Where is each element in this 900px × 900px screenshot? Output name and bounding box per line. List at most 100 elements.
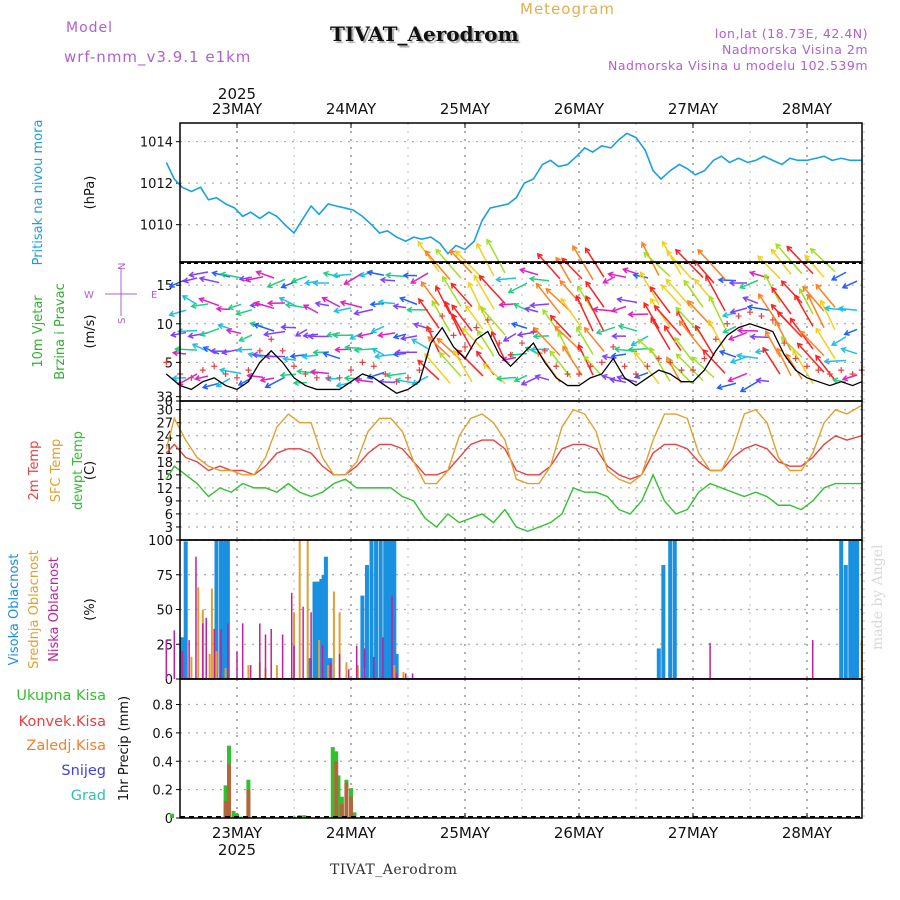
- high-cloud-bar: [317, 581, 322, 679]
- wind-arrow: [333, 273, 352, 277]
- wind-arrow-head: [735, 352, 743, 360]
- wind-arrow: [799, 330, 825, 357]
- wind-gust-marker: [188, 374, 195, 381]
- x-year-label-bottom: 2025: [218, 841, 256, 859]
- wind-arrow: [279, 297, 297, 307]
- compass-n-label: N: [117, 263, 128, 270]
- wind-arrow-head: [480, 306, 487, 313]
- wind-arrow: [195, 375, 209, 380]
- wind-arrow-head: [534, 374, 541, 381]
- wind-arrow-head: [424, 249, 431, 257]
- wind-arrow-head: [535, 282, 542, 289]
- wind-arrow-head: [694, 278, 700, 285]
- wind-arrow-head: [649, 346, 655, 353]
- wind-arrow: [608, 273, 627, 278]
- wind-arrow: [417, 360, 440, 381]
- wind-gust-marker: [439, 313, 446, 320]
- high-cloud-bar: [369, 540, 374, 679]
- wind-arrow: [603, 275, 616, 284]
- wind-arrow-head: [815, 327, 822, 334]
- wind-arrow-head: [266, 299, 274, 307]
- wind-arrow-head: [171, 349, 179, 357]
- wind-arrow-head: [841, 375, 849, 382]
- wind-arrow-head: [804, 254, 811, 261]
- low-cloud-bar: [181, 651, 184, 679]
- wind-gust-marker: [838, 367, 845, 374]
- wind-arrow: [747, 305, 770, 311]
- cloud-side-label-high: Visoka Oblacnost: [7, 554, 22, 666]
- wind-arrow: [691, 356, 715, 379]
- wind-arrow: [411, 338, 429, 350]
- wind-arrow-head: [227, 304, 234, 311]
- wind-arrow: [286, 303, 308, 309]
- wind-arrow: [295, 328, 308, 337]
- low-cloud-bar: [290, 592, 293, 679]
- wind-arrow-head: [728, 279, 735, 287]
- wind-arrow: [521, 376, 539, 386]
- wind-arrow: [743, 296, 759, 305]
- wind-arrow: [702, 349, 726, 374]
- wind-arrow-head: [674, 336, 680, 343]
- wind-arrow: [451, 314, 473, 350]
- mid-cloud-bar: [298, 540, 301, 679]
- wind-arrow-head: [830, 340, 838, 346]
- temperature-y-tick-label: 6: [165, 508, 173, 523]
- wind-arrow-head: [757, 293, 764, 300]
- wind-arrow-head: [643, 301, 650, 309]
- total-precip-bar: [336, 775, 341, 818]
- high-cloud-bar: [848, 540, 853, 679]
- wind-arrow-head: [674, 248, 681, 255]
- wind-arrow-head: [198, 296, 205, 304]
- wind-gust-marker: [163, 359, 170, 366]
- wind-arrow: [649, 286, 671, 314]
- wind-arrow-head: [353, 377, 361, 384]
- wind-arrow-head: [482, 362, 489, 369]
- low-cloud-bar: [213, 628, 215, 679]
- wind-gust-marker: [450, 332, 457, 339]
- wind-arrow-head: [799, 330, 806, 337]
- wind-arrow-head: [529, 346, 536, 353]
- wind-arrow-head: [451, 304, 458, 311]
- wind-arrow: [175, 348, 198, 351]
- temperature-y-tick-label: 12: [156, 482, 173, 497]
- temperature-y-tick-label: 9: [165, 495, 173, 510]
- temperature-y-tick-label: 15: [156, 469, 173, 484]
- wind-arrow-head: [774, 319, 781, 327]
- model-label: Model: [66, 20, 114, 36]
- wind-arrow-head: [262, 330, 270, 338]
- sfc-temp-line: [165, 404, 863, 485]
- low-cloud-bar: [321, 645, 324, 679]
- wind-arrow-head: [536, 252, 543, 260]
- low-cloud-bar: [281, 634, 284, 679]
- high-cloud-bar: [378, 540, 383, 679]
- high-cloud-bar: [223, 540, 228, 679]
- wind-arrow-head: [697, 248, 704, 255]
- wind-arrow: [216, 377, 231, 387]
- wind-arrow: [239, 334, 253, 342]
- wind-arrow: [705, 275, 726, 312]
- high-cloud-bar: [392, 540, 397, 679]
- wind-arrow-head: [253, 300, 260, 307]
- wind-arrow: [557, 331, 572, 358]
- wind-arrow-head: [585, 280, 592, 288]
- x-day-label-bottom: 26MAY: [554, 824, 605, 842]
- wind-arrow-head: [705, 274, 711, 282]
- wind-arrow-head: [451, 313, 458, 320]
- conv-precip-bar: [246, 789, 251, 818]
- wind-gust-marker: [222, 370, 229, 377]
- wind-gust-marker: [245, 367, 252, 374]
- wind-arrow: [511, 322, 528, 329]
- wind-gust-marker: [735, 313, 742, 320]
- wind-arrow-head: [837, 305, 844, 313]
- wind-arrow: [789, 318, 814, 350]
- temperature-y-tick-label: 3: [165, 521, 173, 536]
- x-year-label-top: 2025: [218, 85, 256, 103]
- wind-arrow-head: [244, 276, 251, 283]
- wind-arrow-head: [454, 250, 461, 257]
- high-cloud-bar: [221, 541, 226, 679]
- wind-arrow: [708, 296, 726, 329]
- model-altitude-label: Nadmorska Visina u modelu 102.539m: [608, 58, 868, 73]
- x-day-label-top: 25MAY: [440, 100, 491, 118]
- wind-arrow: [639, 271, 660, 305]
- wind-arrow-head: [632, 272, 639, 279]
